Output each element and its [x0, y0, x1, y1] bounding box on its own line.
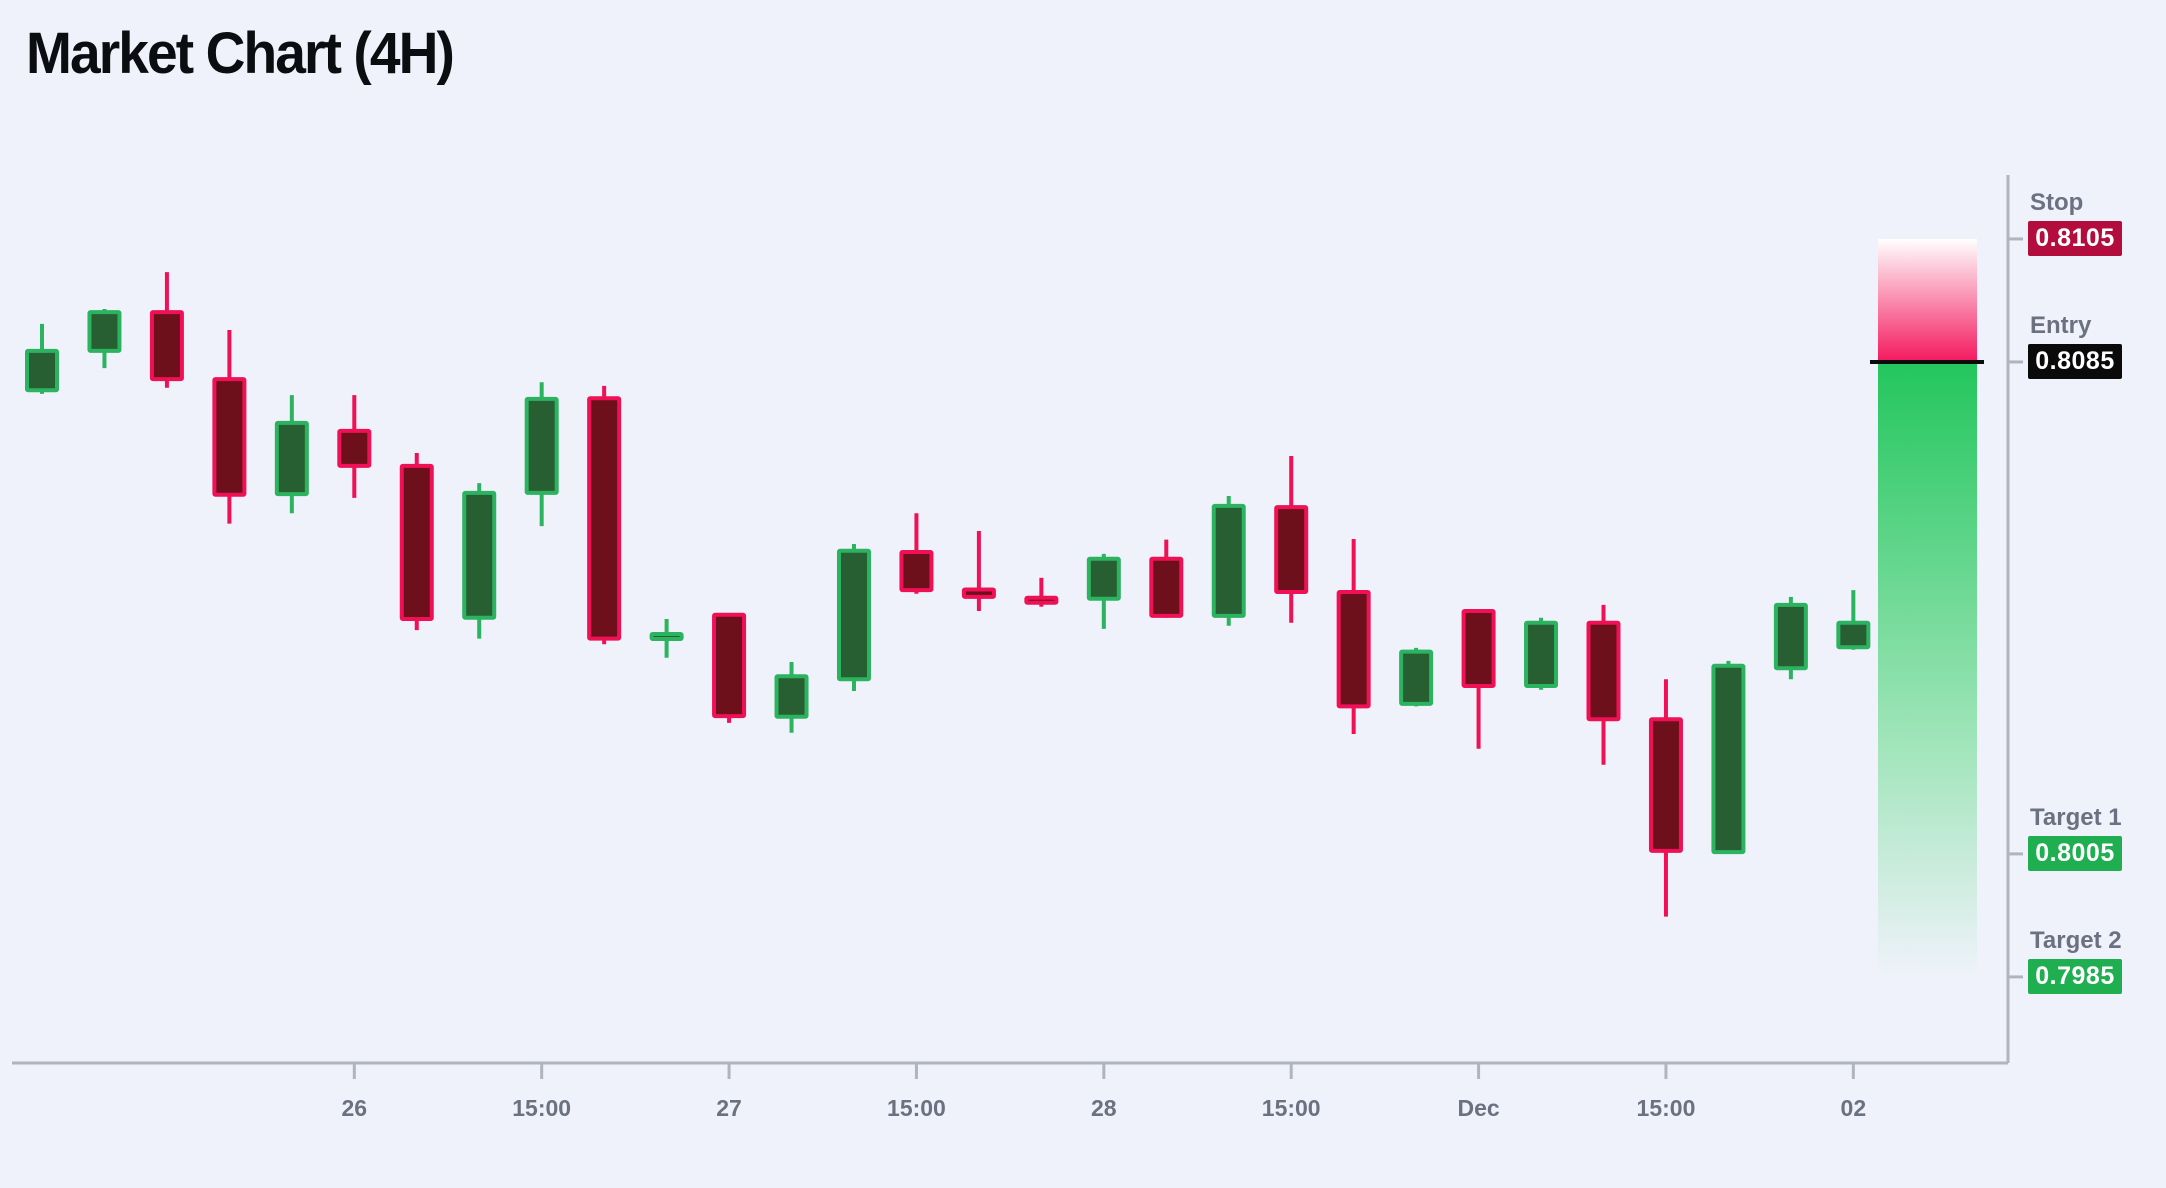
- candle-body-bear: [1149, 556, 1184, 618]
- candle-body-bull: [649, 632, 684, 642]
- candle-body-bull: [274, 420, 309, 497]
- x-axis-label: 27: [716, 1095, 742, 1121]
- target2-price-badge[interactable]: 0.7985: [2028, 958, 2122, 994]
- x-axis-label: 02: [1840, 1095, 1867, 1121]
- entry-label: Entry: [2030, 311, 2092, 339]
- candle-body-bull: [836, 548, 871, 682]
- candle-body-bear: [149, 310, 184, 382]
- x-axis-label: 15:00: [887, 1095, 946, 1121]
- candle-body-bull: [1211, 503, 1246, 618]
- candle-body-bear: [961, 587, 996, 599]
- candle-body-bull: [1086, 556, 1121, 601]
- candle-body-bull: [87, 310, 122, 353]
- candle-body-bull: [1836, 620, 1871, 650]
- candle-body-bear: [587, 396, 622, 641]
- candle-body-bear: [1648, 717, 1683, 853]
- entry-price-badge[interactable]: 0.8085: [2028, 343, 2122, 379]
- candle-body-bear: [399, 463, 434, 621]
- candle-body-bear: [712, 612, 747, 719]
- candle-body-bear: [1586, 620, 1621, 722]
- candle-body-bear: [337, 428, 372, 468]
- candle-body-bull: [462, 490, 497, 620]
- candle-body-bear: [899, 549, 934, 593]
- candle-body-bull: [25, 348, 59, 393]
- page-title: Market Chart (4H): [26, 21, 455, 86]
- candle-body-bear: [1274, 505, 1309, 594]
- x-axis-label: Dec: [1457, 1095, 1500, 1121]
- candle-body-bull: [1399, 649, 1434, 706]
- stop-price-badge[interactable]: 0.8105: [2028, 220, 2122, 256]
- risk-zone: [1878, 238, 1977, 362]
- entry-line[interactable]: [1870, 359, 1984, 364]
- target1-price-badge[interactable]: 0.8005: [2028, 835, 2122, 871]
- candle-body-bear: [1461, 609, 1496, 689]
- x-axis-label: 15:00: [1261, 1095, 1321, 1121]
- x-axis-label: 15:00: [512, 1095, 572, 1121]
- candle-body-bear: [212, 377, 247, 497]
- x-axis-label: 15:00: [1636, 1095, 1696, 1121]
- x-axis-label: 26: [341, 1095, 368, 1121]
- x-axis-label: 28: [1091, 1095, 1117, 1121]
- candle-body-bull: [1773, 602, 1808, 671]
- candle-body-bear: [1024, 595, 1059, 605]
- reward-zone: [1878, 361, 1977, 977]
- candle-body-bear: [1336, 589, 1371, 709]
- target1-label: Target 1: [2030, 803, 2122, 831]
- candle-body-bull: [774, 674, 809, 719]
- candle-body-bull: [1524, 620, 1559, 689]
- candle-body-bull: [524, 396, 559, 495]
- stop-label: Stop: [2030, 188, 2084, 216]
- candle-body-bull: [1711, 663, 1746, 855]
- target2-label: Target 2: [2030, 926, 2122, 954]
